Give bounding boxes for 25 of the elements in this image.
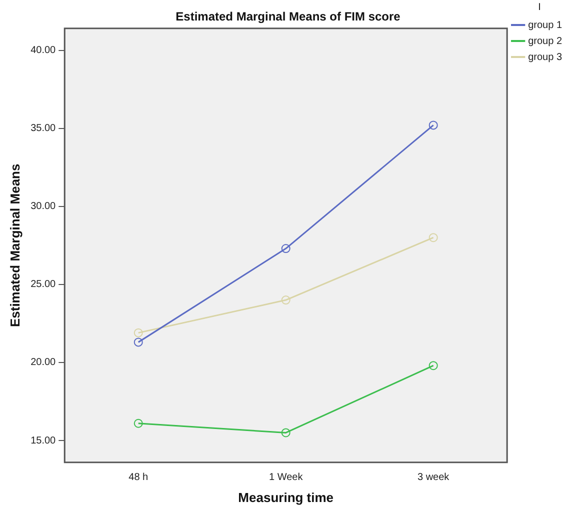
y-axis-title: Estimated Marginal Means bbox=[7, 164, 22, 328]
point bbox=[281, 296, 290, 305]
x-tick-label: 48 h bbox=[128, 472, 148, 484]
x-axis-title: Measuring time bbox=[238, 490, 334, 505]
x-tick-label: 3 week bbox=[417, 472, 450, 484]
point bbox=[134, 328, 143, 338]
legend-label: group 1 bbox=[528, 20, 562, 31]
x-tick-label: 1 Week bbox=[268, 472, 304, 484]
y-tick-label: 40.00 bbox=[30, 45, 56, 56]
legend-title: I bbox=[538, 2, 541, 13]
y-tick-label: 25.00 bbox=[30, 279, 56, 290]
chart-title: Estimated Marginal Means of FIM score bbox=[176, 10, 401, 24]
point bbox=[134, 338, 143, 347]
point bbox=[281, 428, 290, 438]
y-tick-label: 20.00 bbox=[30, 357, 56, 368]
legend-label: group 2 bbox=[528, 36, 562, 47]
point bbox=[428, 120, 438, 130]
y-tick-label: 30.00 bbox=[30, 201, 56, 212]
legend-label: group 3 bbox=[528, 52, 562, 63]
y-tick-label: 15.00 bbox=[30, 435, 56, 446]
point bbox=[134, 418, 143, 428]
point bbox=[428, 361, 438, 370]
point bbox=[428, 233, 438, 242]
y-tick-label: 35.00 bbox=[30, 123, 56, 134]
point bbox=[281, 244, 290, 254]
